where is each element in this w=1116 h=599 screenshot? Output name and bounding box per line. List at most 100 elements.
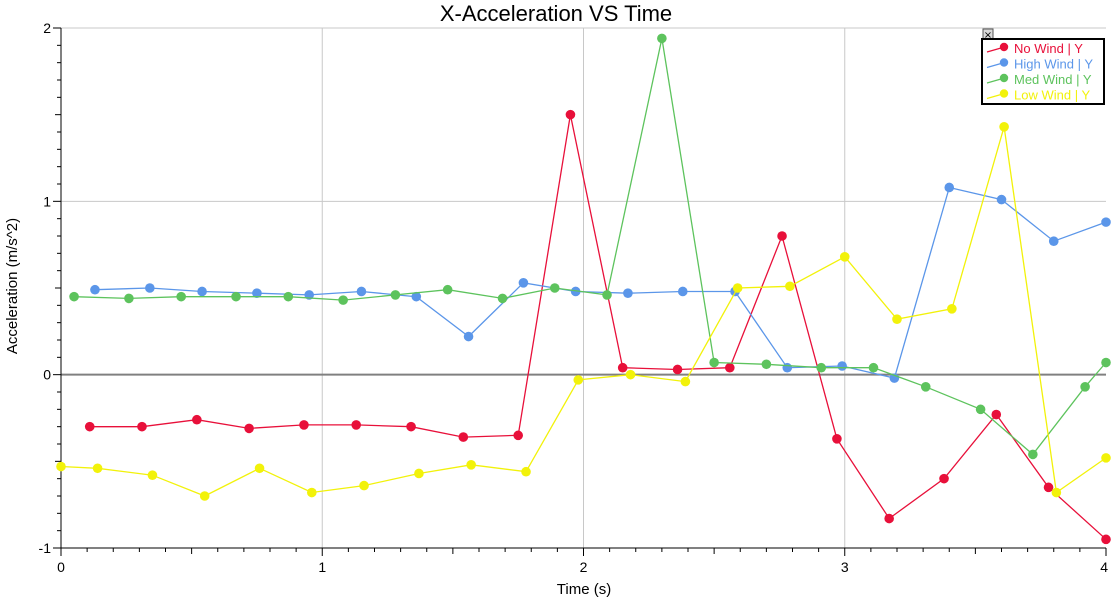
data-point	[709, 357, 719, 368]
data-point	[549, 283, 560, 293]
y-tick-label: 1	[43, 193, 51, 209]
data-point	[518, 278, 529, 288]
data-point	[442, 284, 453, 295]
legend-marker	[999, 42, 1009, 52]
axes: 0 1 2 3 4 -1 0 1 2	[39, 20, 1109, 575]
data-point	[617, 362, 628, 373]
series-0	[84, 109, 1111, 545]
y-tick-label: 0	[43, 367, 51, 383]
x-tick-label: 4	[1100, 559, 1108, 575]
data-point	[785, 281, 795, 292]
data-point	[231, 291, 241, 302]
data-point	[884, 513, 894, 524]
y-axis-label: Acceleration (m/s^2)	[4, 218, 21, 354]
data-point	[147, 470, 158, 481]
data-point	[839, 251, 850, 262]
data-point	[497, 293, 508, 304]
data-point	[944, 182, 955, 193]
legend-label: Med Wind | Y	[1014, 72, 1092, 87]
data-point	[623, 288, 633, 299]
data-point	[947, 304, 957, 314]
data-point	[677, 286, 688, 297]
data-point	[732, 283, 743, 293]
data-point	[996, 194, 1007, 205]
data-point	[975, 404, 986, 415]
data-point	[602, 290, 612, 300]
data-point	[299, 420, 309, 430]
data-point	[570, 286, 581, 297]
data-point	[307, 487, 317, 498]
legend-marker	[999, 73, 1009, 83]
data-point	[466, 460, 476, 470]
data-point	[69, 291, 79, 302]
series-line	[89, 114, 1107, 540]
data-point	[1101, 453, 1111, 463]
x-axis-label: Time (s)	[557, 581, 611, 598]
data-point	[463, 331, 474, 342]
data-point	[1101, 534, 1111, 545]
data-point	[406, 421, 416, 432]
grid	[61, 27, 1106, 548]
data-point	[816, 362, 827, 373]
data-point	[657, 33, 667, 44]
data-point	[283, 291, 294, 302]
data-point	[176, 291, 186, 302]
data-point	[1101, 217, 1111, 227]
x-tick-label: 1	[318, 559, 326, 575]
close-icon: ×	[984, 30, 992, 41]
data-point	[92, 463, 103, 474]
data-point	[199, 491, 210, 501]
data-point	[359, 480, 369, 491]
data-point	[1101, 357, 1111, 368]
data-point	[565, 109, 576, 120]
x-tick-label: 3	[841, 559, 849, 575]
data-point	[680, 376, 691, 387]
data-point	[1043, 482, 1054, 493]
data-point	[837, 361, 847, 371]
data-point	[411, 291, 422, 302]
data-point	[999, 122, 1009, 132]
data-point	[832, 434, 842, 444]
data-point	[939, 473, 949, 484]
data-point	[338, 295, 348, 305]
data-point	[625, 369, 636, 380]
data-point	[725, 362, 735, 373]
data-point	[137, 421, 147, 432]
data-point	[1080, 382, 1090, 392]
data-point	[145, 283, 155, 293]
legend-label: High Wind | Y	[1014, 57, 1093, 72]
data-point	[761, 359, 772, 370]
data-point	[414, 468, 424, 479]
data-point	[124, 293, 134, 304]
y-tick-label: -1	[39, 540, 52, 556]
data-point	[513, 430, 523, 441]
data-point	[356, 286, 367, 297]
data-point	[458, 432, 469, 442]
data-point	[1028, 449, 1038, 460]
legend-marker	[999, 58, 1009, 67]
data-point	[1048, 236, 1059, 246]
data-point	[192, 414, 202, 425]
legend-marker	[999, 89, 1009, 98]
data-point	[1051, 487, 1062, 498]
data-point	[84, 421, 95, 432]
data-point	[672, 364, 683, 375]
data-point	[197, 286, 207, 297]
series-2	[69, 33, 1111, 460]
data-point	[56, 461, 66, 472]
data-point	[252, 288, 262, 299]
series-3	[56, 122, 1111, 501]
data-point	[868, 362, 879, 373]
data-point	[920, 382, 931, 392]
data-point	[892, 314, 902, 325]
data-point	[777, 231, 787, 241]
data-point	[244, 423, 254, 434]
data-point	[782, 362, 793, 373]
chart-title: X-Acceleration VS Time	[440, 1, 672, 26]
x-tick-label: 2	[580, 559, 588, 575]
series-layer	[56, 33, 1111, 545]
y-tick-label: 2	[43, 20, 51, 36]
data-point	[991, 409, 1002, 420]
